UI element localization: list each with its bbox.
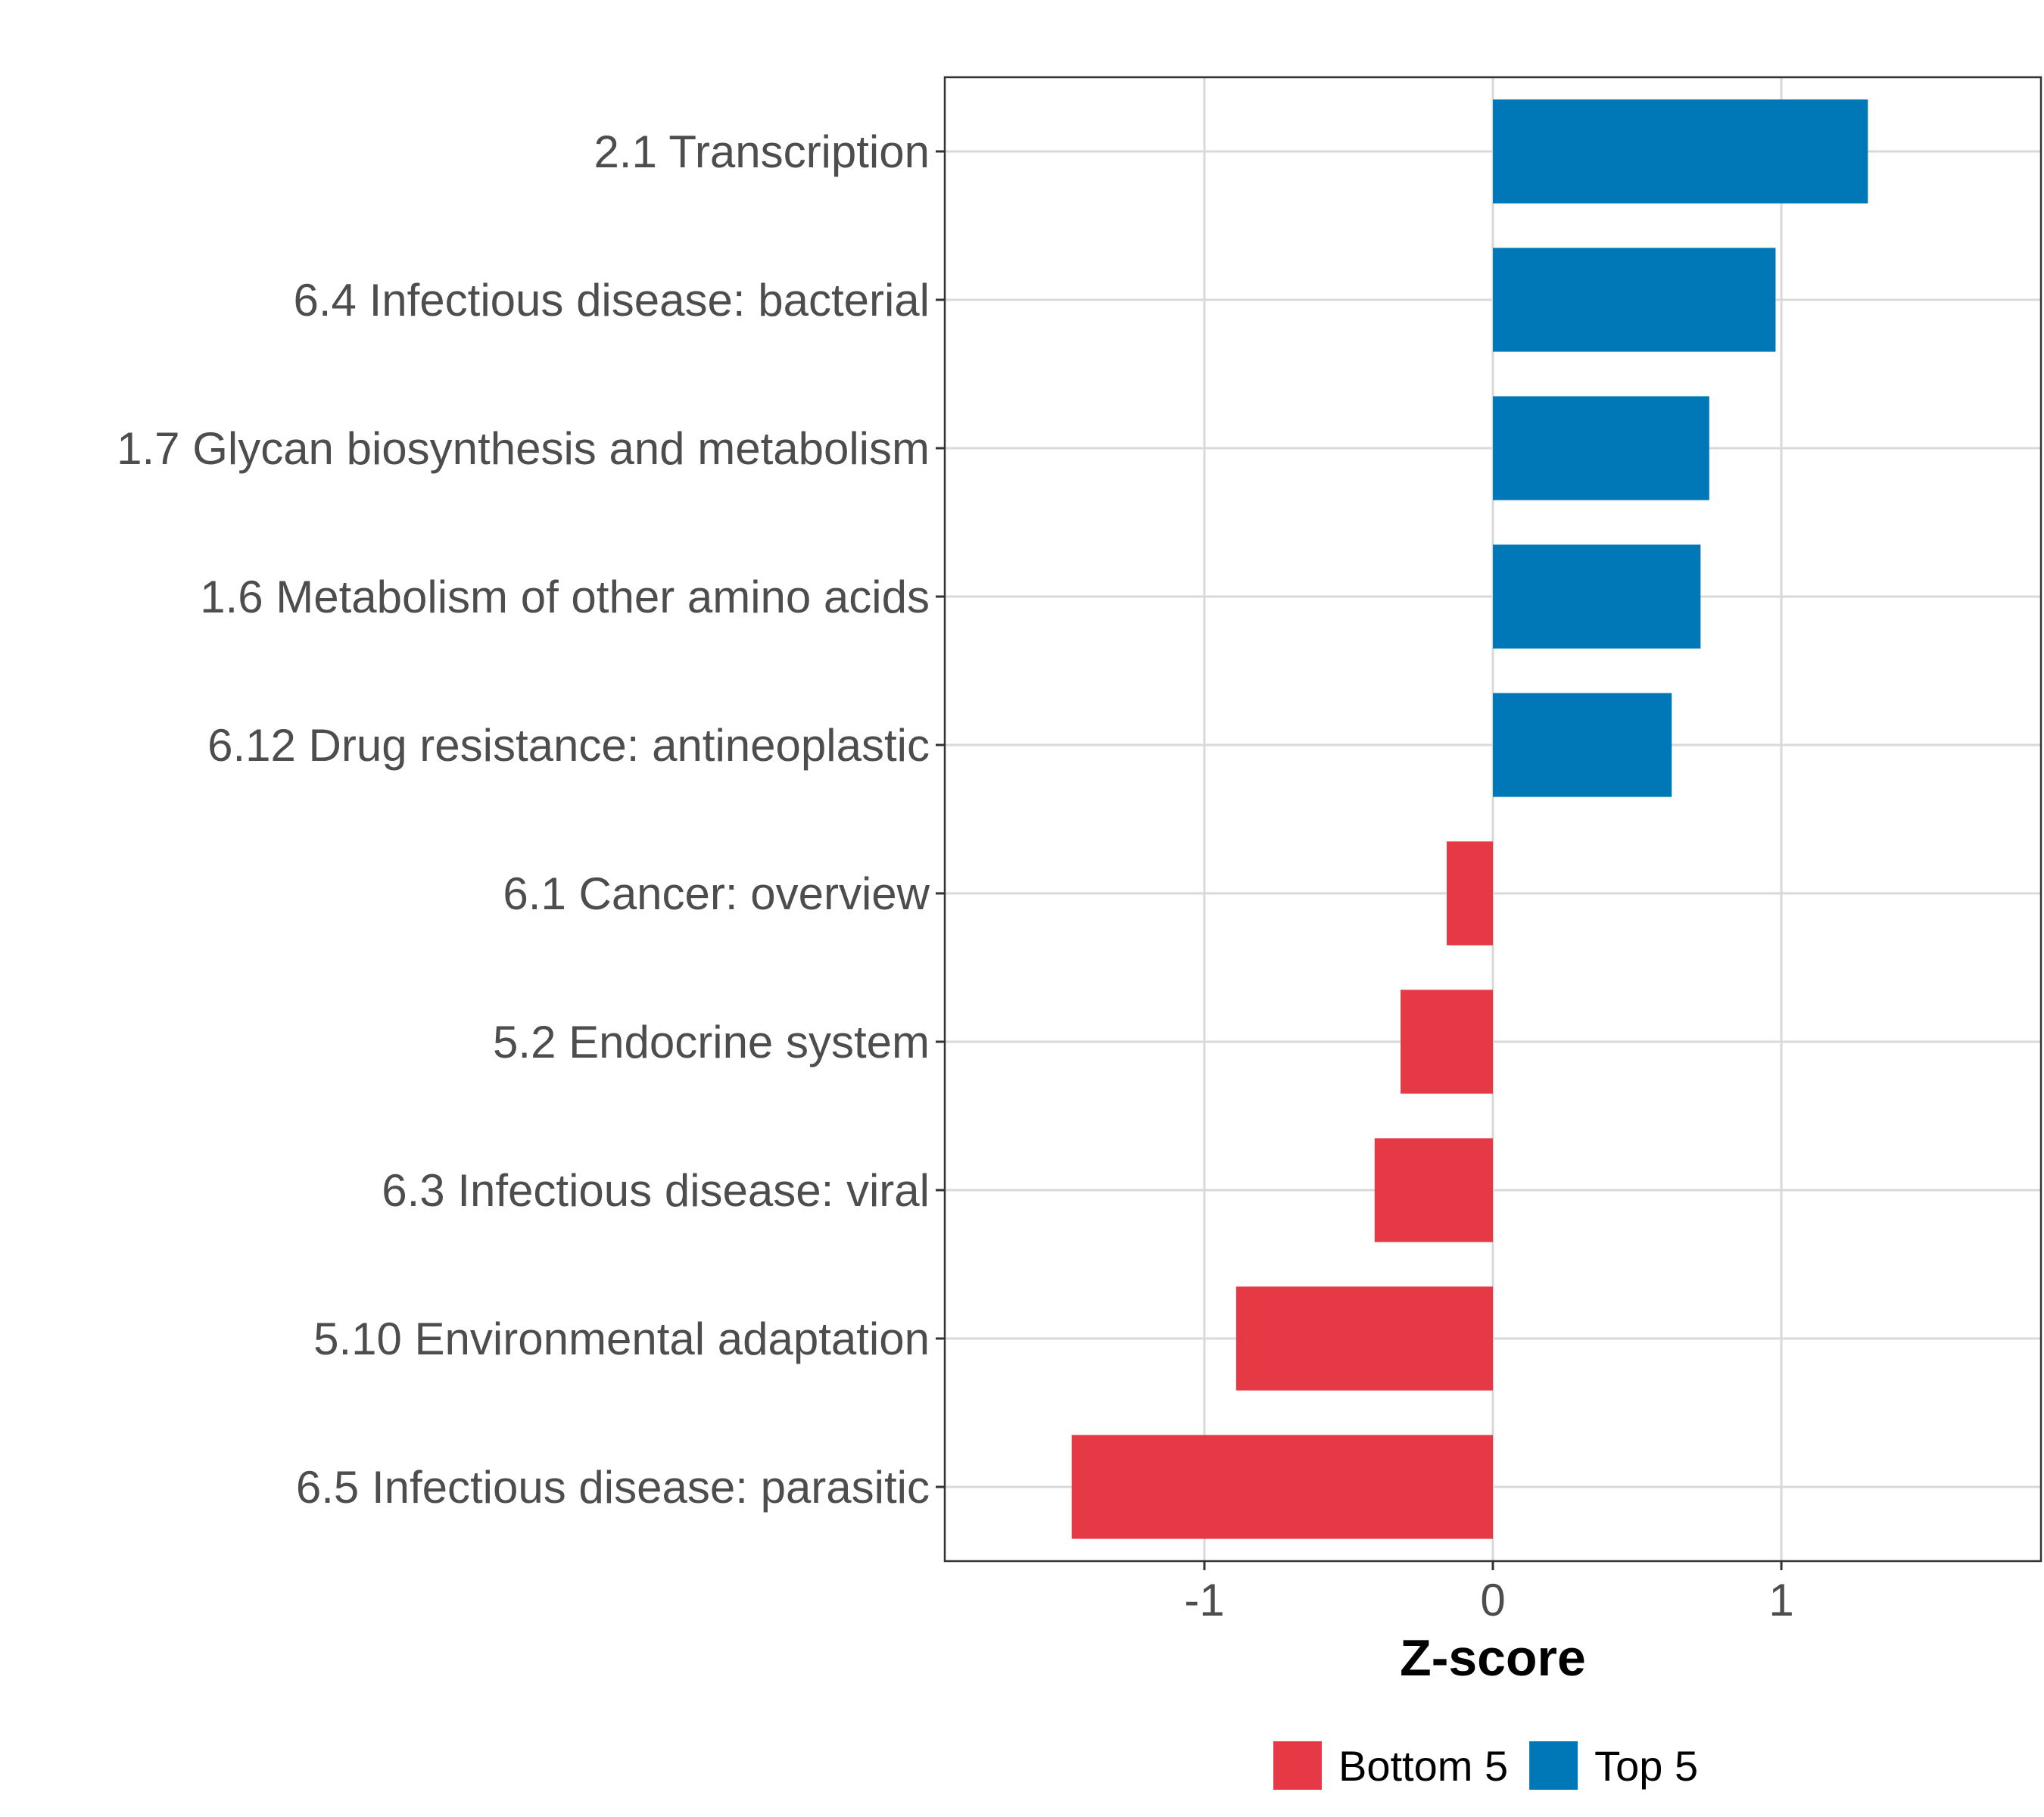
legend-swatch	[1273, 1741, 1322, 1790]
category-label: 5.10 Environmental adaptation	[313, 1314, 930, 1364]
bar	[1401, 990, 1493, 1094]
bar	[1071, 1435, 1493, 1539]
bar	[1447, 841, 1493, 946]
bar	[1493, 396, 1709, 500]
category-label: 1.6 Metabolism of other amino acids	[200, 572, 930, 622]
category-label: 6.5 Infectious disease: parasitic	[296, 1462, 930, 1513]
y-axis: 2.1 Transcription 6.4 Infectious disease:…	[117, 126, 945, 1513]
x-axis: -1 0 1	[1184, 1561, 1794, 1625]
legend: Bottom 5 Top 5	[1273, 1741, 1698, 1790]
category-label: 2.1 Transcription	[594, 126, 930, 177]
bars	[1071, 99, 1868, 1539]
bar	[1493, 693, 1672, 797]
x-tick-label: -1	[1184, 1575, 1224, 1625]
category-label: 6.12 Drug resistance: antineoplastic	[207, 720, 930, 771]
legend-swatch	[1529, 1741, 1578, 1790]
bar	[1493, 544, 1701, 649]
bar	[1493, 248, 1776, 352]
legend-label: Bottom 5	[1338, 1742, 1508, 1790]
x-axis-title: Z-score	[1400, 1629, 1586, 1687]
legend-label: Top 5	[1594, 1742, 1698, 1790]
category-label: 5.2 Endocrine system	[493, 1017, 930, 1067]
category-label: 6.3 Infectious disease: viral	[382, 1165, 930, 1216]
x-tick-label: 0	[1480, 1575, 1505, 1625]
category-label: 1.7 Glycan biosynthesis and metabolism	[117, 423, 930, 474]
bar	[1235, 1286, 1493, 1391]
bar	[1374, 1138, 1493, 1242]
category-label: 6.1 Cancer: overview	[503, 868, 930, 919]
x-tick-label: 1	[1768, 1575, 1793, 1625]
category-label: 6.4 Infectious disease: bacterial	[294, 275, 930, 326]
bar	[1493, 99, 1868, 204]
